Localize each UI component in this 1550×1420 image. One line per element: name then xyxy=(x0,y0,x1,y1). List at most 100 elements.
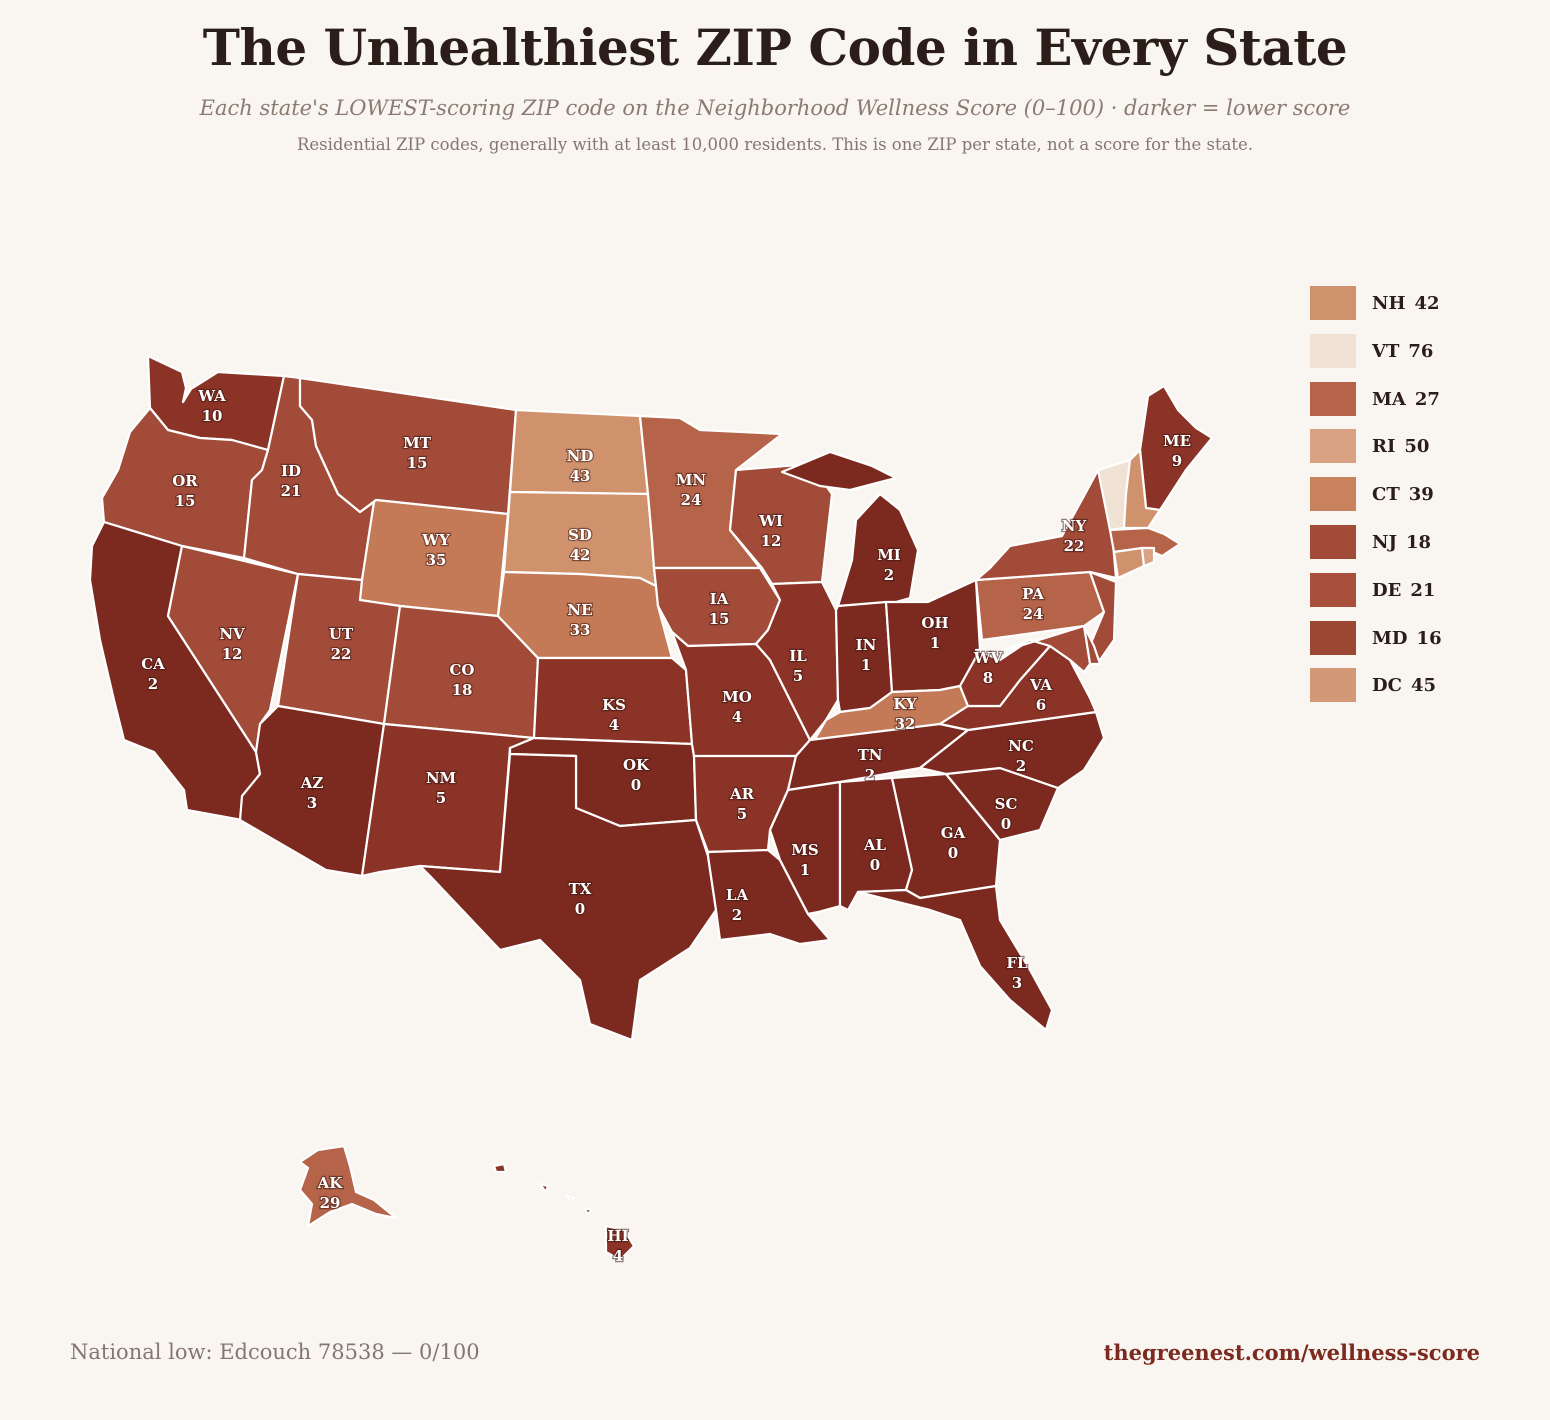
state-MD[interactable] xyxy=(998,624,1092,674)
legend-score: 39 xyxy=(1408,484,1434,506)
state-label-mt: MT xyxy=(403,434,432,452)
legend-abbr: CT xyxy=(1372,484,1400,506)
state-score-az: 3 xyxy=(307,794,317,812)
state-NH[interactable] xyxy=(1122,448,1162,530)
state-WV[interactable] xyxy=(958,638,1052,708)
legend-abbr: DE xyxy=(1372,579,1402,601)
legend-text: NH 42 xyxy=(1372,293,1440,314)
state-label-wa: WA xyxy=(197,387,226,405)
state-score-mo: 4 xyxy=(732,708,742,726)
state-label-ar: AR xyxy=(729,785,755,803)
state-label-tn: TN xyxy=(858,746,883,764)
legend-abbr: DC xyxy=(1372,675,1402,697)
state-NJ[interactable] xyxy=(1086,570,1118,662)
legend-swatch xyxy=(1310,620,1356,655)
state-score-nm: 5 xyxy=(436,789,446,807)
legend-swatch xyxy=(1310,381,1356,416)
state-score-al: 0 xyxy=(870,856,880,874)
state-label-tx: TX xyxy=(569,880,592,898)
legend: NH 42 VT 76 MA 27 RI 50 CT 39 NJ 18 DE 21 MD 16 DC 45 xyxy=(1310,286,1442,716)
legend-abbr: VT xyxy=(1372,340,1400,362)
state-label-me: ME xyxy=(1163,432,1191,450)
state-score-sd: 42 xyxy=(570,546,591,564)
legend-text: MD 16 xyxy=(1372,628,1442,649)
state-label-ga: GA xyxy=(941,824,966,842)
legend-swatch xyxy=(1310,524,1356,559)
state-label-nd: ND xyxy=(567,447,594,465)
state-AK[interactable] xyxy=(298,1144,398,1228)
state-score-ky: 32 xyxy=(895,715,916,733)
page-note: Residential ZIP codes, generally with at… xyxy=(296,135,1254,154)
page-subtitle: Each state's LOWEST-scoring ZIP code on … xyxy=(199,96,1351,120)
state-label-va: VA xyxy=(1029,676,1052,694)
state-score-in: 1 xyxy=(861,656,871,674)
state-score-fl: 3 xyxy=(1012,974,1022,992)
state-NY[interactable] xyxy=(974,468,1118,582)
state-IL[interactable] xyxy=(754,580,840,742)
state-label-ca: CA xyxy=(141,655,165,673)
legend-item-dc: DC 45 xyxy=(1310,668,1442,716)
legend-abbr: NH xyxy=(1372,293,1406,314)
state-label-ny: NY xyxy=(1062,517,1087,535)
legend-score: 21 xyxy=(1410,579,1436,601)
state-CT[interactable] xyxy=(1112,546,1146,580)
state-label-wy: WY xyxy=(421,531,450,549)
state-score-wv: 8 xyxy=(983,669,993,687)
state-score-la: 2 xyxy=(732,906,742,924)
state-label-mo: MO xyxy=(722,688,752,706)
legend-abbr: NJ xyxy=(1372,531,1397,553)
state-HI[interactable] xyxy=(492,1162,636,1262)
legend-score: 18 xyxy=(1405,531,1432,553)
legend-item-de: DE 21 xyxy=(1310,572,1442,621)
state-label-al: AL xyxy=(863,836,887,854)
state-label-mn: MN xyxy=(676,471,707,489)
state-label-ks: KS xyxy=(602,696,626,714)
legend-item-ct: CT 39 xyxy=(1310,477,1442,525)
state-score-tx: 0 xyxy=(575,900,585,918)
state-label-or: OR xyxy=(172,472,198,490)
legend-text: CT 39 xyxy=(1372,484,1434,505)
state-label-ok: OK xyxy=(623,756,650,774)
state-label-oh: OH xyxy=(921,614,948,632)
state-score-wi: 12 xyxy=(761,532,782,550)
state-score-wy: 35 xyxy=(426,551,447,569)
state-score-ar: 5 xyxy=(737,805,747,823)
state-FL[interactable] xyxy=(856,884,1054,1032)
legend-item-ma: MA 27 xyxy=(1310,381,1442,430)
state-score-ms: 1 xyxy=(800,861,810,879)
legend-score: 16 xyxy=(1416,627,1442,649)
state-score-ks: 4 xyxy=(609,716,619,734)
state-label-sd: SD xyxy=(568,526,592,544)
state-score-ia: 15 xyxy=(709,610,730,628)
state-LA[interactable] xyxy=(706,848,832,946)
state-score-wa: 10 xyxy=(202,407,223,425)
state-score-sc: 0 xyxy=(1001,815,1011,833)
legend-item-nh: NH 42 xyxy=(1310,286,1442,334)
state-score-pa: 24 xyxy=(1023,605,1044,623)
state-label-ms: MS xyxy=(791,841,818,859)
legend-abbr: MA xyxy=(1372,388,1406,410)
state-label-il: IL xyxy=(789,647,807,665)
state-RI[interactable] xyxy=(1140,546,1156,568)
state-label-hi: HI xyxy=(607,1227,628,1245)
state-score-ok: 0 xyxy=(631,776,641,794)
state-label-id: ID xyxy=(281,462,301,480)
legend-score: 27 xyxy=(1414,388,1440,410)
state-score-va: 6 xyxy=(1036,696,1046,714)
state-score-mn: 24 xyxy=(681,491,702,509)
state-NC[interactable] xyxy=(918,710,1106,790)
state-score-hi: 4 xyxy=(613,1247,623,1265)
state-label-mi: MI xyxy=(877,546,901,564)
state-score-ne: 33 xyxy=(570,621,591,639)
state-TX[interactable] xyxy=(418,752,718,1042)
legend-item-ri: RI 50 xyxy=(1310,429,1442,477)
legend-swatch xyxy=(1310,572,1356,607)
state-label-ia: IA xyxy=(710,590,729,608)
state-label-nv: NV xyxy=(219,625,245,643)
legend-abbr: MD xyxy=(1372,627,1408,649)
footer-link[interactable]: thegreenest.com/wellness-score xyxy=(1103,1340,1480,1365)
legend-text: NJ 18 xyxy=(1372,532,1431,553)
state-label-nc: NC xyxy=(1008,737,1034,755)
state-label-ak: AK xyxy=(317,1174,344,1192)
